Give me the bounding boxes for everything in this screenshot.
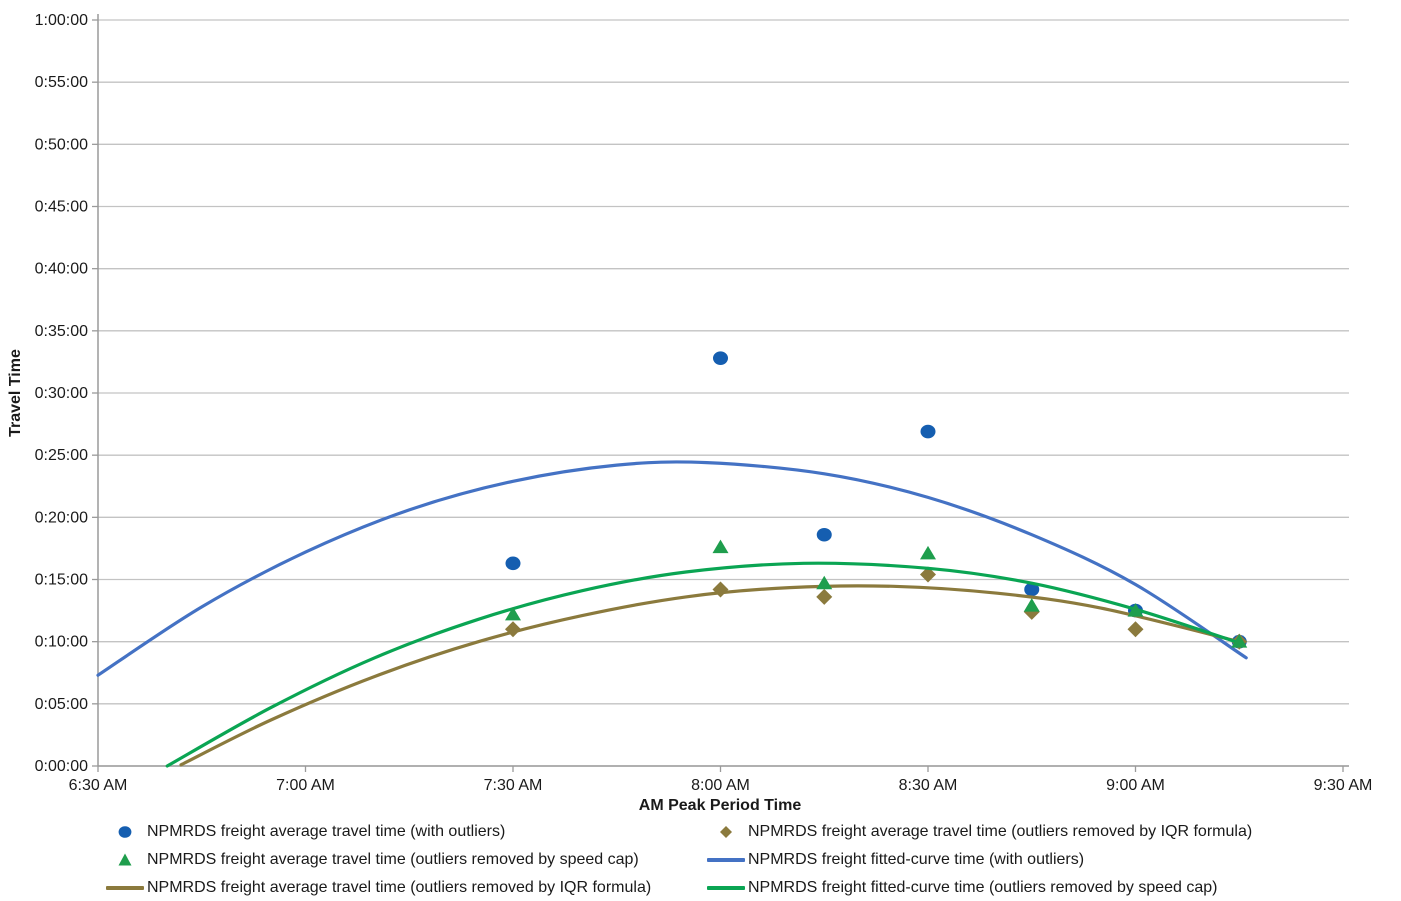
- data-point-triangle: [816, 575, 833, 590]
- chart-legend: NPMRDS freight average travel time (with…: [106, 820, 1252, 899]
- data-point-diamond: [816, 588, 833, 605]
- y-tick-label: 0:45:00: [35, 199, 88, 216]
- data-point-triangle: [920, 545, 936, 560]
- y-tick-label: 1:00:00: [35, 12, 88, 29]
- legend-item: NPMRDS freight average travel time (with…: [106, 820, 707, 843]
- legend-label: NPMRDS freight average travel time (outl…: [748, 822, 1253, 840]
- y-tick-label: 0:25:00: [35, 447, 88, 464]
- data-point-circle: [713, 351, 728, 365]
- data-point-triangle: [1127, 603, 1144, 617]
- fitted-curve: [96, 460, 1248, 677]
- legend-item: NPMRDS freight average travel time (outl…: [106, 876, 707, 899]
- y-tick-label: 0:50:00: [35, 136, 88, 153]
- data-point-triangle: [1231, 634, 1248, 648]
- y-tick-label: 0:30:00: [35, 385, 88, 402]
- y-tick-label: 0:10:00: [35, 634, 88, 651]
- data-point-circle: [1024, 582, 1040, 597]
- data-point-diamond: [920, 566, 936, 583]
- x-tick-label: 8:00 AM: [691, 777, 750, 794]
- legend-label: NPMRDS freight average travel time (outl…: [147, 878, 652, 896]
- data-point-circle: [816, 527, 832, 542]
- data-point-triangle: [1023, 598, 1040, 612]
- data-point-circle: [505, 556, 521, 571]
- x-tick-label: 6:30 AM: [69, 777, 128, 794]
- legend-marker-triangle-icon: [106, 852, 144, 868]
- legend-label: NPMRDS freight fitted-curve time (with o…: [748, 850, 1085, 868]
- x-tick-label: 9:30 AM: [1314, 777, 1373, 794]
- legend-marker-line-icon: [707, 857, 745, 862]
- legend-item: NPMRDS freight fitted-curve time (with o…: [707, 848, 1252, 871]
- x-tick-label: 9:00 AM: [1106, 777, 1165, 794]
- y-axis-title: Travel Time: [7, 349, 24, 437]
- y-tick-label: 0:20:00: [35, 509, 88, 526]
- legend-marker-diamond-icon: [707, 824, 745, 840]
- y-tick-label: 0:55:00: [35, 74, 88, 91]
- x-tick-label: 7:00 AM: [276, 777, 335, 794]
- legend-item: NPMRDS freight fitted-curve time (outlie…: [707, 876, 1252, 899]
- y-tick-label: 0:40:00: [35, 261, 88, 278]
- legend-label: NPMRDS freight average travel time (outl…: [147, 850, 639, 868]
- legend-marker-circle-icon: [106, 824, 144, 840]
- legend-marker-line-icon: [106, 885, 144, 890]
- y-tick-label: 0:00:00: [35, 758, 88, 775]
- data-point-diamond: [712, 581, 729, 598]
- y-tick-label: 0:05:00: [35, 696, 88, 713]
- legend-label: NPMRDS freight fitted-curve time (outlie…: [748, 878, 1218, 896]
- fitted-curve: [165, 561, 1241, 768]
- plot-area: 0:00:00 0:05:00 0:10:00 0:15:00 0:20:00 0:25:…: [35, 12, 1373, 794]
- y-tick-label: 0:35:00: [35, 323, 88, 340]
- x-tick-label: 8:30 AM: [899, 777, 958, 794]
- data-point-triangle: [712, 539, 729, 554]
- data-point-diamond: [1127, 621, 1144, 638]
- legend-item: NPMRDS freight average travel time (outl…: [106, 848, 707, 871]
- data-point-triangle: [505, 606, 521, 621]
- x-tick-label: 7:30 AM: [484, 777, 543, 794]
- data-point-circle: [920, 424, 936, 439]
- legend-label: NPMRDS freight average travel time (with…: [147, 822, 506, 840]
- data-point-diamond: [505, 621, 521, 638]
- legend-item: NPMRDS freight average travel time (outl…: [707, 820, 1252, 843]
- legend-marker-line-icon: [707, 885, 745, 890]
- fitted-curve: [179, 584, 1241, 767]
- y-tick-label: 0:15:00: [35, 572, 88, 589]
- x-axis-title: AM Peak Period Time: [638, 797, 802, 814]
